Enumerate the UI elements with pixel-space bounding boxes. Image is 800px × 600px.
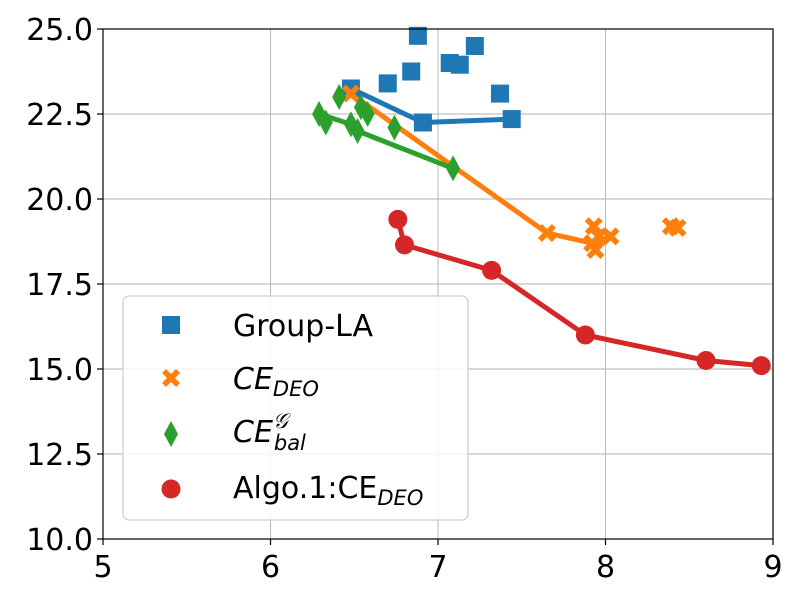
y-tick-label-0: 10.0 (26, 523, 93, 558)
point-s0-8 (413, 113, 432, 132)
point-s0-6 (465, 37, 484, 55)
x-tick-label-0: 5 (93, 550, 112, 585)
legend-markers (161, 316, 181, 499)
y-tick-label-6: 25.0 (26, 13, 93, 48)
y-axis-ticks: 10.0 12.5 15.0 17.5 20.0 22.5 25.0 (26, 13, 103, 558)
point-s3-4 (696, 351, 716, 370)
point-s3-0 (388, 209, 408, 229)
point-s1-0 (341, 84, 360, 103)
legend-marker-0 (162, 316, 180, 334)
x-tick-label-3: 8 (596, 550, 615, 585)
point-s1-1 (537, 224, 556, 242)
point-s2-4 (350, 118, 365, 144)
series-markers (312, 26, 771, 376)
legend-marker-3 (161, 479, 181, 499)
legend-label-ce-deo: CEDEO (233, 362, 319, 401)
legend: Group-LA CEDEO CE𝒢 bal Algo.1:CEDEO (122, 295, 469, 521)
point-s2-1 (318, 109, 333, 136)
y-tick-label-5: 22.5 (26, 98, 93, 133)
point-s3-1 (395, 235, 414, 255)
point-s0-7 (490, 84, 509, 103)
point-s3-2 (482, 260, 502, 280)
point-s2-7 (387, 114, 402, 141)
y-tick-label-2: 15.0 (26, 353, 93, 388)
x-axis-ticks: 5 6 7 8 9 (93, 539, 783, 585)
x-tick-label-2: 7 (428, 550, 447, 585)
point-s2-6 (360, 101, 375, 127)
point-s0-3 (408, 26, 427, 45)
point-s3-3 (575, 325, 595, 345)
y-tick-label-1: 12.5 (26, 438, 93, 473)
point-s1-8 (668, 218, 687, 237)
point-s1-4 (586, 241, 605, 259)
y-tick-label-3: 17.5 (26, 268, 93, 303)
legend-marker-1 (162, 369, 180, 387)
point-s0-1 (378, 74, 397, 93)
y-tick-label-4: 20.0 (26, 183, 93, 218)
legend-label-group-la: Group-LA (233, 309, 374, 344)
legend-label-algo1-ce-deo: Algo.1:CEDEO (233, 471, 423, 510)
legend-label-ce-bal: CE𝒢 bal (233, 409, 306, 455)
point-s2-8 (446, 155, 461, 182)
legend-box (122, 295, 469, 521)
legend-marker-2 (164, 421, 178, 447)
point-s1-6 (601, 227, 620, 246)
point-s1-3 (584, 217, 603, 236)
point-s3-5 (751, 356, 771, 376)
point-s0-9 (502, 110, 521, 129)
x-tick-label-1: 6 (261, 550, 280, 585)
point-s0-5 (450, 55, 469, 74)
x-tick-label-4: 9 (763, 550, 782, 585)
point-s0-2 (402, 62, 421, 81)
point-s2-2 (332, 84, 347, 110)
